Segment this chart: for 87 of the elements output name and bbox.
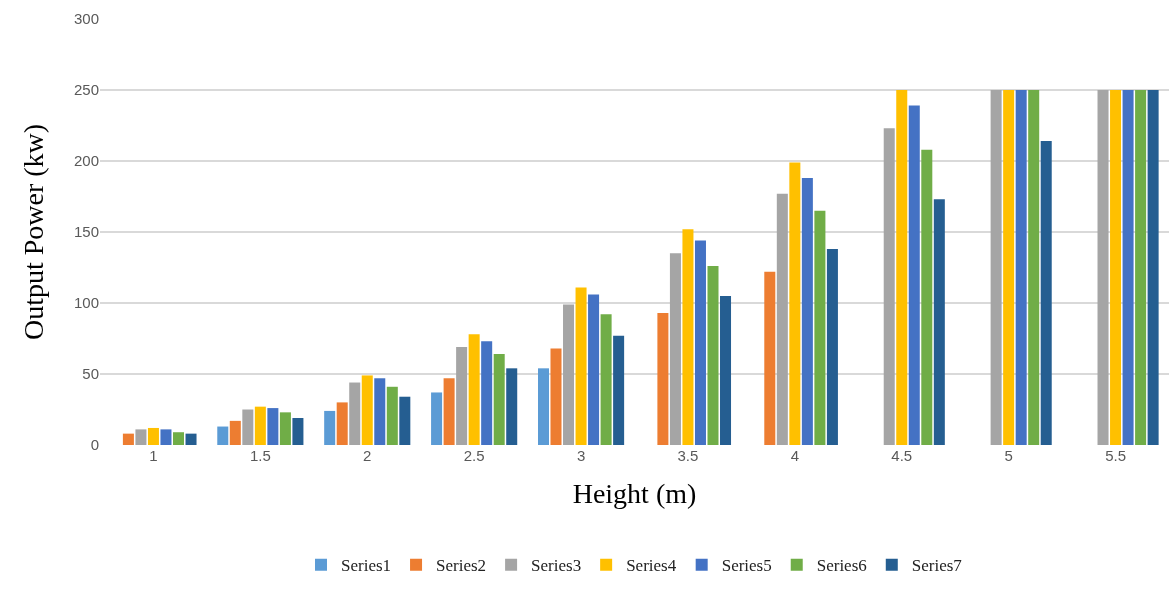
bar <box>399 396 411 445</box>
x-tick-label: 2.5 <box>463 447 485 464</box>
x-tick-label: 3 <box>576 447 586 464</box>
bar <box>172 432 185 445</box>
bar <box>1147 90 1159 445</box>
legend-label: Series5 <box>721 556 772 576</box>
bar <box>600 314 612 445</box>
x-tick-label: 4.5 <box>891 447 913 464</box>
bar <box>550 348 562 445</box>
bar <box>1028 90 1040 445</box>
y-tick-label: 300 <box>73 10 99 28</box>
bar <box>431 392 443 445</box>
bar <box>185 433 197 445</box>
bar <box>669 253 681 445</box>
bar <box>682 229 694 445</box>
bar <box>1122 90 1134 445</box>
bar <box>921 149 933 445</box>
x-axis-title: Height (m) <box>572 478 697 510</box>
legend-label: Series3 <box>531 556 582 576</box>
bar <box>217 426 229 445</box>
bar <box>1110 90 1122 445</box>
legend-label: Series6 <box>816 556 867 576</box>
bar <box>229 420 241 445</box>
bar <box>575 287 587 445</box>
bar <box>374 378 386 445</box>
bar <box>990 90 1002 445</box>
bar <box>443 378 455 445</box>
bar <box>563 304 575 445</box>
x-tick-label: 5 <box>1004 447 1013 464</box>
bar <box>122 433 134 445</box>
bar <box>588 294 600 445</box>
bar <box>883 128 895 445</box>
bar <box>801 178 813 445</box>
bar <box>1003 90 1015 445</box>
bar <box>896 90 908 445</box>
x-tick-label: 1.5 <box>249 447 271 464</box>
legend-label: Series1 <box>341 556 392 576</box>
bar <box>267 408 279 445</box>
y-axis-title: Output Power (kw) <box>17 123 49 341</box>
bar <box>386 386 398 445</box>
bar <box>242 409 254 445</box>
x-tick-label: 1 <box>149 447 158 464</box>
bar <box>468 334 480 445</box>
bar <box>789 162 801 445</box>
bar <box>160 429 172 445</box>
bar <box>814 210 826 445</box>
x-tick-label: 4 <box>790 447 800 464</box>
y-tick-label: 0 <box>90 436 99 454</box>
bar <box>324 410 336 445</box>
bar <box>361 375 373 445</box>
bar <box>481 341 493 445</box>
y-tick-label: 250 <box>73 81 99 99</box>
y-tick-label: 50 <box>82 365 99 383</box>
y-tick-label: 100 <box>73 294 99 312</box>
bar <box>908 105 920 445</box>
bar <box>720 295 732 445</box>
bar <box>657 312 669 445</box>
bar <box>1097 90 1109 445</box>
x-tick-label: 3.5 <box>677 447 699 464</box>
bar <box>933 199 945 445</box>
bar <box>279 412 291 445</box>
bar <box>135 429 147 445</box>
bar <box>826 249 838 445</box>
bar <box>694 240 706 445</box>
bar <box>776 193 788 445</box>
x-tick-label: 2 <box>363 447 372 464</box>
legend-label: Series7 <box>911 556 963 576</box>
bar <box>147 427 159 445</box>
bar <box>707 266 719 445</box>
legend-label: Series4 <box>626 556 677 576</box>
bar <box>292 418 304 445</box>
bar <box>1015 90 1027 445</box>
bar <box>254 406 266 445</box>
y-tick-label: 150 <box>73 223 99 241</box>
bar <box>493 354 505 445</box>
x-tick-label: 5.5 <box>1105 447 1126 464</box>
bar <box>349 382 361 445</box>
bar <box>456 347 468 445</box>
y-tick-label: 200 <box>73 152 99 170</box>
bar <box>537 368 549 445</box>
bar <box>613 335 625 445</box>
bar <box>1135 90 1147 445</box>
bar <box>336 402 348 445</box>
bar <box>506 368 518 445</box>
bar <box>1040 141 1052 445</box>
bar <box>764 271 776 445</box>
legend-label: Series2 <box>436 556 487 576</box>
